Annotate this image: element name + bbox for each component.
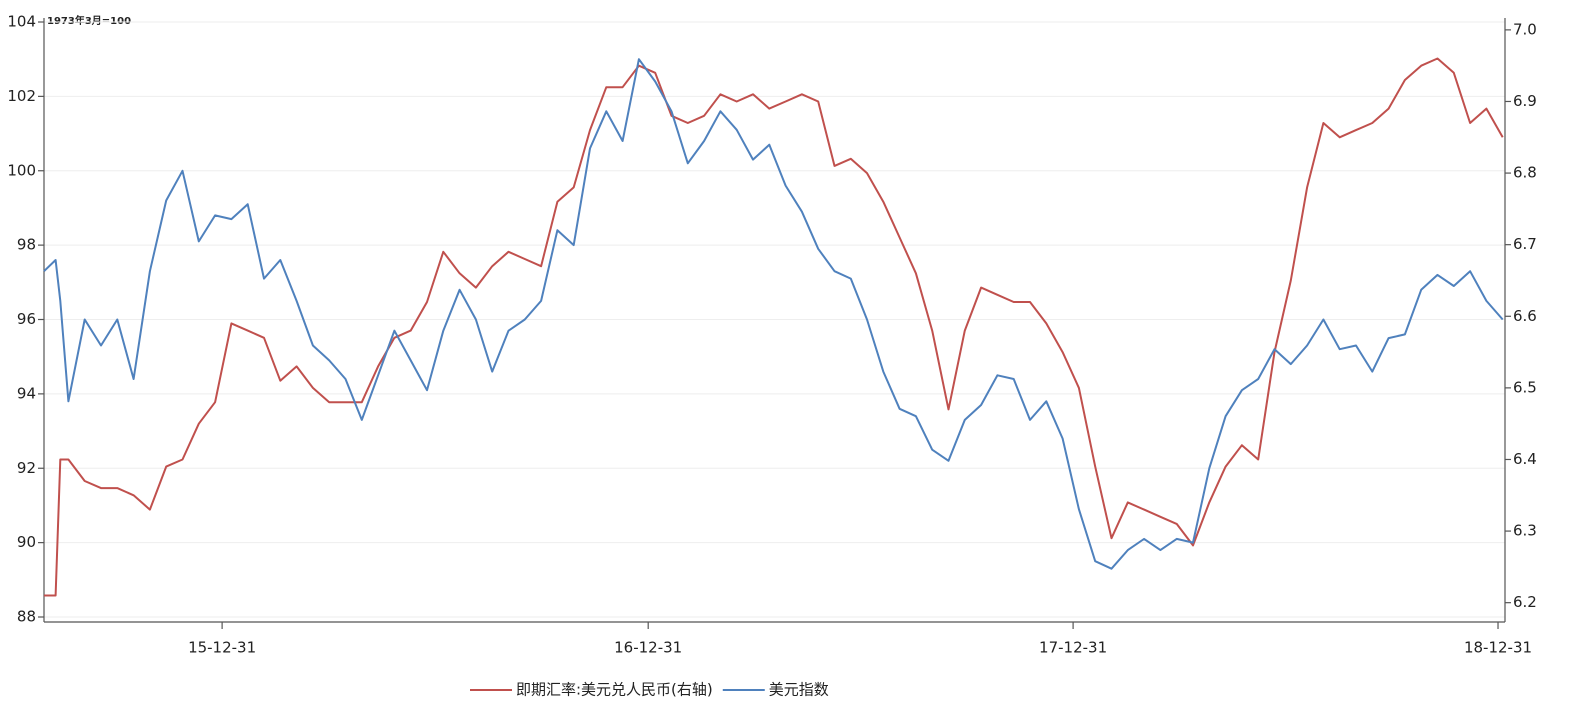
y-tick-label: 90 (17, 533, 36, 551)
x-tick-label: 16-12-31 (614, 639, 682, 657)
y-tick-label: 96 (17, 310, 36, 328)
y2-tick-label: 6.5 (1513, 378, 1537, 396)
series-line (44, 57, 1504, 597)
y2-tick-label: 7.0 (1513, 20, 1537, 38)
x-tick-label: 15-12-31 (188, 639, 256, 657)
x-tick-label: 17-12-31 (1039, 639, 1107, 657)
y2-tick-label: 6.2 (1513, 593, 1537, 611)
y-tick-label: 92 (17, 459, 36, 477)
y-tick-label: 98 (17, 236, 36, 254)
y2-tick-label: 6.3 (1513, 522, 1537, 540)
x-tick-label: 18-12-31 (1464, 639, 1532, 657)
y2-tick-label: 6.6 (1513, 307, 1537, 325)
y-tick-label: 88 (17, 608, 36, 626)
annotation: 1973年3月=100 (47, 14, 131, 27)
legend-label: 美元指数 (769, 681, 829, 699)
y2-tick-label: 6.7 (1513, 235, 1537, 253)
y-tick-label: 102 (7, 87, 36, 105)
series-line (43, 58, 1504, 570)
y-tick-label: 100 (7, 161, 36, 179)
y2-tick-label: 6.4 (1513, 450, 1537, 468)
y-tick-label: 94 (17, 384, 36, 402)
y2-tick-label: 6.8 (1513, 164, 1537, 182)
y2-tick-label: 6.9 (1513, 92, 1537, 110)
y-tick-label: 104 (7, 13, 36, 31)
legend-label: 即期汇率:美元兑人民币(右轴) (516, 681, 713, 699)
